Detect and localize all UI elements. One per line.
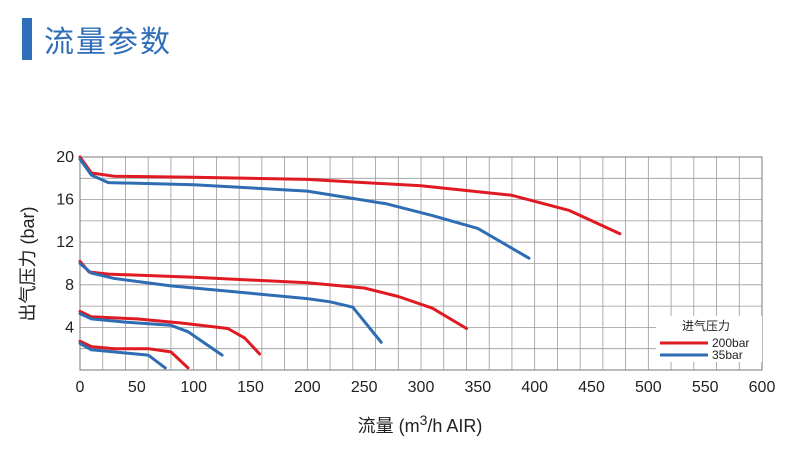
x-tick-label: 500: [635, 379, 662, 396]
series-line-1: [78, 155, 622, 236]
y-tick-label: 20: [56, 149, 74, 166]
x-tick-label: 600: [749, 379, 776, 396]
title-accent-bar: [22, 18, 32, 60]
y-tick-label: 8: [65, 277, 74, 294]
series-line-4: [78, 262, 383, 344]
series-line-2: [78, 157, 531, 260]
y-axis-label: 出气压力 (bar): [18, 206, 38, 321]
y-tick-label: 12: [56, 234, 74, 251]
y-tick-label: 16: [56, 192, 74, 209]
series-line-8: [78, 341, 167, 370]
x-tick-label: 350: [464, 379, 491, 396]
x-tick-label: 50: [128, 379, 146, 396]
x-tick-label: 150: [237, 379, 264, 396]
x-tick-label: 400: [521, 379, 548, 396]
legend-title: 进气压力: [682, 318, 730, 333]
x-tick-label: 550: [692, 379, 719, 396]
series-line-5: [78, 309, 262, 356]
x-tick-label: 450: [578, 379, 605, 396]
x-tick-label: 100: [180, 379, 207, 396]
x-tick-label: 0: [76, 379, 85, 396]
page-title: 流量参数: [44, 25, 172, 60]
legend-label: 35bar: [712, 348, 743, 362]
y-tick-label: 4: [65, 319, 74, 336]
series-line-6: [78, 312, 224, 357]
series-line-7: [78, 339, 190, 370]
axis-labels: 流量 (m3/h AIR) 出气压力 (bar): [18, 206, 482, 436]
x-tick-label: 250: [351, 379, 378, 396]
section-header: 流量参数: [22, 18, 172, 60]
series-group: [78, 155, 622, 370]
axes: 0 50 100 150 200 250 300 350 400 450 500 550 600 4 8 12…: [56, 149, 775, 396]
x-tick-label: 300: [408, 379, 435, 396]
x-axis-label: 流量 (m3/h AIR): [358, 412, 483, 436]
x-axis-label-superscript: 3: [420, 412, 428, 428]
x-tick-label: 200: [294, 379, 321, 396]
legend-label: 200bar: [712, 336, 749, 350]
